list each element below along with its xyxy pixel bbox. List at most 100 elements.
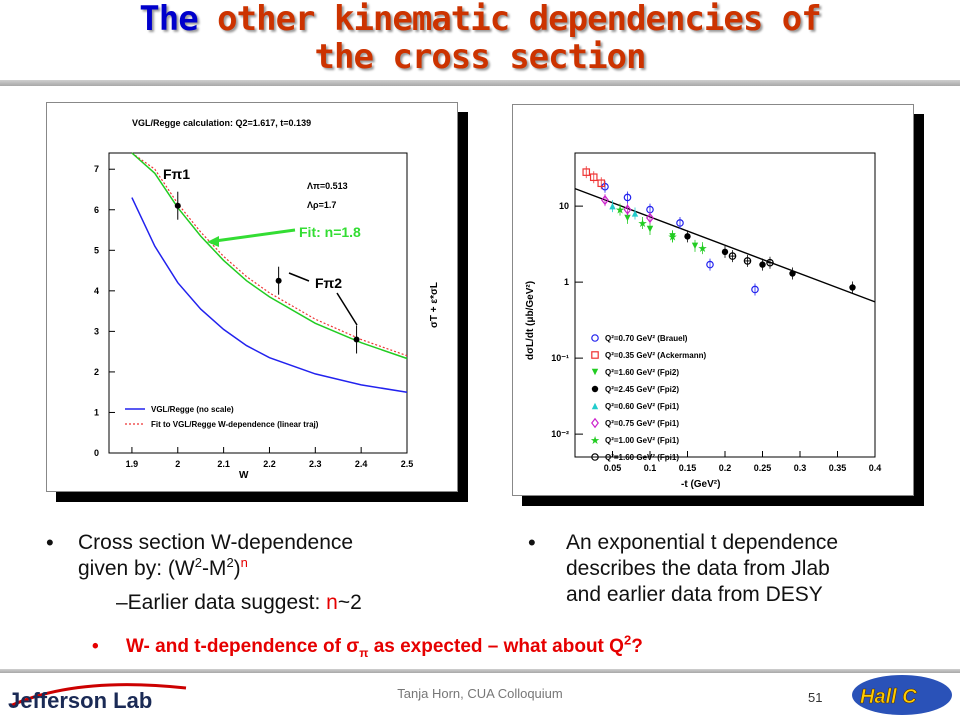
bullet-dot-icon: • bbox=[46, 530, 54, 555]
fit-green-curve bbox=[131, 152, 408, 360]
right-ytick-label: 1 bbox=[564, 277, 569, 287]
right-xtick-label: 0.15 bbox=[679, 463, 697, 473]
right-ytick-label: 10⁻¹ bbox=[551, 353, 569, 363]
regge-curve bbox=[131, 197, 408, 393]
footer-divider bbox=[0, 669, 960, 673]
right-legend-entry: Q²=0.75 GeV² (Fpi1) bbox=[605, 419, 679, 428]
right-bullet-block: • An exponential t dependence describes … bbox=[528, 530, 948, 608]
right-legend-entry: Q²=1.60 GeV² (Fpi2) bbox=[605, 368, 679, 377]
data-marker bbox=[623, 193, 632, 202]
title-highlight: other kinematic dependencies of bbox=[217, 0, 822, 39]
right-legend-entry: Q²=0.35 GeV² (Ackermann) bbox=[605, 351, 706, 360]
right-xtick-label: 0.35 bbox=[829, 463, 847, 473]
left-plot-panel: 1.9 2 2.1 2.2 2.3 2.4 2.5 0 1 2 3 4 5 6 7 VGL/Regge ca… bbox=[46, 102, 458, 492]
data-marker bbox=[591, 351, 599, 359]
left-bullet-line2: given by: (W2-M2)n bbox=[78, 556, 466, 582]
data-marker bbox=[591, 385, 599, 393]
lambda-pi-label: Λπ=0.513 bbox=[307, 181, 348, 191]
data-marker: ★ bbox=[638, 218, 648, 230]
formula-sup2: 2 bbox=[226, 555, 234, 570]
data-marker bbox=[751, 285, 759, 294]
right-legend-entry: Q²=1.00 GeV² (Fpi1) bbox=[605, 436, 679, 445]
legend-regge: VGL/Regge (no scale) bbox=[151, 405, 234, 414]
right-xtick-label: 0.25 bbox=[754, 463, 772, 473]
bottom-bullet-end: ? bbox=[631, 636, 643, 657]
right-xlabel: -t (GeV²) bbox=[681, 479, 720, 490]
left-ytick-label: 4 bbox=[94, 286, 99, 296]
bullet-dot-icon: • bbox=[528, 530, 536, 555]
left-chart-header: VGL/Regge calculation: Q2=1.617, t=0.139 bbox=[132, 118, 311, 128]
right-bullet-line1: An exponential t dependence bbox=[566, 531, 839, 554]
left-xtick-label: 2.5 bbox=[401, 459, 414, 469]
right-bullet-line2: describes the data from Jlab bbox=[566, 557, 830, 580]
data-marker bbox=[646, 225, 654, 233]
bottom-bullet-sup: 2 bbox=[623, 632, 632, 648]
left-xtick-label: 1.9 bbox=[126, 459, 139, 469]
left-bullet-main: • Cross section W-dependence given by: (… bbox=[46, 530, 466, 582]
right-bullet-main: • An exponential t dependence describes … bbox=[528, 530, 948, 608]
hall-c-text: Hall C bbox=[860, 686, 917, 708]
data-point bbox=[174, 202, 181, 209]
data-marker: ★ bbox=[590, 435, 600, 447]
data-marker bbox=[623, 204, 632, 215]
data-marker bbox=[676, 219, 684, 227]
right-plot-panel: 0.05 0.1 0.15 0.2 0.25 0.3 0.35 0.4 10 1 10⁻¹ 10⁻² … bbox=[512, 104, 914, 496]
fit-label: Fit: n=1.8 bbox=[299, 224, 361, 240]
data-marker: ★ bbox=[698, 243, 708, 255]
jefferson-lab-logo: Jefferson Lab bbox=[6, 680, 190, 713]
legend-fit: Fit to VGL/Regge W-dependence (linear tr… bbox=[151, 420, 319, 429]
title-divider bbox=[0, 80, 960, 86]
right-legend-entry: Q²=0.60 GeV² (Fpi1) bbox=[605, 402, 679, 411]
hall-c-logo: Hall C bbox=[848, 672, 956, 718]
title-prefix: The bbox=[139, 0, 218, 39]
left-xlabel: W bbox=[239, 470, 249, 481]
sub-bullet-pre: –Earlier data suggest: bbox=[116, 591, 327, 614]
data-marker bbox=[691, 242, 699, 250]
left-ytick-label: 6 bbox=[94, 205, 99, 215]
right-legend-entry: Q²=1.60 GeV² (Fpi1) bbox=[605, 453, 679, 462]
fpi2-label: Fπ2 bbox=[315, 275, 342, 291]
data-marker bbox=[631, 210, 639, 217]
fit-dashed-curve bbox=[131, 152, 408, 357]
jlab-logo-icon: Jefferson Lab bbox=[8, 683, 187, 713]
formula-pre: given by: (W bbox=[78, 557, 195, 580]
right-xtick-label: 0.3 bbox=[794, 463, 807, 473]
data-marker bbox=[597, 179, 606, 188]
left-sub-bullet: –Earlier data suggest: n~2 bbox=[46, 590, 466, 616]
data-marker bbox=[591, 368, 599, 376]
data-marker bbox=[646, 212, 654, 224]
data-marker bbox=[721, 248, 729, 256]
left-plot-frame bbox=[108, 152, 408, 454]
page-number: 51 bbox=[808, 690, 823, 705]
left-bullet-line1: Cross section W-dependence bbox=[78, 531, 354, 554]
data-marker bbox=[589, 173, 598, 182]
data-marker bbox=[759, 261, 766, 268]
sub-bullet-post: ~2 bbox=[337, 591, 362, 614]
data-marker bbox=[601, 194, 609, 206]
formula-mid: -M bbox=[201, 557, 227, 580]
fpi2-arrow2 bbox=[336, 292, 358, 326]
bullet-dot-icon: • bbox=[92, 636, 99, 657]
slide-title: The other kinematic dependencies of the … bbox=[0, 0, 960, 76]
bottom-bullet-mid: as expected – what about Q bbox=[368, 636, 624, 657]
left-xtick-label: 2.4 bbox=[355, 459, 368, 469]
left-xtick-label: 2.3 bbox=[309, 459, 322, 469]
right-xtick-label: 0.4 bbox=[869, 463, 882, 473]
left-ytick-label: 7 bbox=[94, 164, 99, 174]
data-marker bbox=[789, 270, 796, 277]
left-ytick-label: 0 bbox=[94, 448, 99, 458]
exponential-fit-line bbox=[574, 187, 876, 303]
data-marker bbox=[591, 402, 599, 410]
right-ytick-label: 10⁻² bbox=[551, 429, 569, 439]
w-dependence-chart: 1.9 2 2.1 2.2 2.3 2.4 2.5 0 1 2 3 4 5 6 7 VGL/Regge ca… bbox=[94, 118, 440, 481]
data-marker bbox=[728, 252, 737, 260]
left-ytick-label: 1 bbox=[94, 407, 99, 417]
data-marker bbox=[684, 233, 691, 240]
bottom-bullet-sub: π bbox=[359, 645, 369, 660]
data-marker bbox=[609, 202, 616, 210]
data-marker bbox=[591, 417, 599, 429]
sub-bullet-n: n bbox=[326, 591, 338, 614]
title-line2: the cross section bbox=[314, 37, 647, 77]
left-xtick-label: 2.2 bbox=[263, 459, 276, 469]
formula-close: ) bbox=[233, 557, 241, 580]
